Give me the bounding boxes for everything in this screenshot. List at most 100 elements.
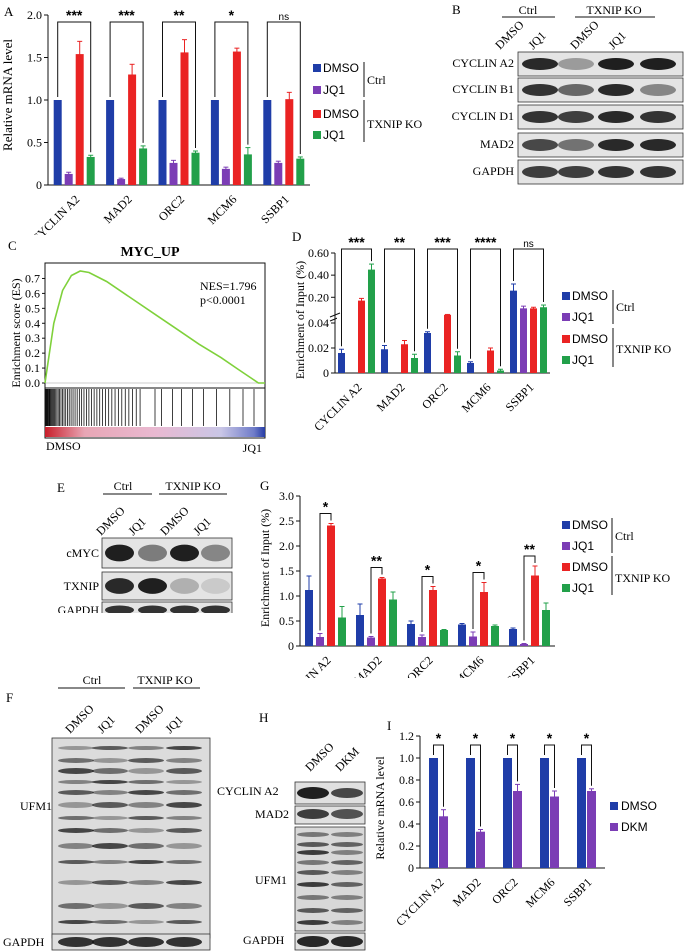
significance-label: *: [547, 730, 553, 746]
legend-dmso-ctrl: DMSO: [572, 289, 608, 303]
blot-band: [128, 860, 164, 864]
bar: [540, 307, 547, 373]
blot-band: [58, 920, 94, 924]
blot-band: [128, 920, 164, 924]
blot-b-ko: TXNIP KO: [586, 3, 642, 17]
lane-label: DMSO: [132, 701, 167, 736]
blot-band: [166, 920, 202, 924]
bar: [440, 630, 448, 646]
bar: [378, 578, 386, 646]
blot-band: [128, 843, 164, 849]
panel-a: A Relative mRNA level 0 0.5 1.0 1.5 2.0 CYCLI…: [0, 4, 423, 235]
significance-label: *: [425, 562, 431, 578]
bar: [106, 100, 115, 185]
y-tick-label: 2.0: [27, 8, 42, 22]
blot-band: [297, 908, 329, 913]
blot-band: [58, 843, 94, 849]
y-tick-label: 0.2: [399, 839, 414, 853]
gsea-right-label: JQ1: [243, 441, 262, 455]
x-tick-label: MCM6: [523, 875, 558, 910]
bar: [550, 796, 559, 868]
blot-f-ufm1-label: UFM1: [20, 799, 52, 813]
lane-label: JQ1: [94, 713, 118, 737]
bar: [444, 314, 451, 373]
x-tick-label: MAD2: [351, 653, 385, 678]
legend-swatch-dmso-ctrl: [313, 64, 321, 72]
bar: [418, 637, 426, 646]
bar: [368, 269, 375, 373]
y-tick-label: 0.5: [25, 301, 40, 315]
bar: [128, 74, 137, 185]
bar: [210, 100, 219, 185]
bar: [53, 100, 62, 185]
significance-bracket: [470, 744, 481, 827]
bar: [296, 158, 305, 185]
y-tick-label: 0.6: [25, 286, 40, 300]
blot-band: [522, 111, 558, 123]
panel-letter-f: F: [6, 690, 13, 705]
significance-bracket: [162, 21, 196, 148]
lane-label: DMSO: [93, 503, 128, 538]
blot-band: [331, 870, 363, 875]
significance-label: ****: [475, 234, 497, 250]
panel-i-ylabel: Relative mRNA level: [375, 756, 387, 860]
blot-band: [297, 870, 329, 875]
gsea-rank-bar: [45, 427, 265, 437]
blot-band: [92, 790, 128, 795]
significance-label: *: [436, 730, 442, 746]
blot-row-label: TXNIP: [64, 579, 100, 593]
blot-band: [331, 809, 363, 819]
gsea-title: MYC_UP: [120, 245, 180, 260]
panel-letter-e: E: [57, 480, 65, 495]
lane-label: DMSO: [302, 739, 337, 774]
y-tick-label: 1.5: [279, 564, 294, 578]
legend-swatch-jq1-ko: [562, 356, 570, 364]
blot-band: [92, 768, 128, 774]
y-tick-label: 1.0: [399, 751, 414, 765]
y-tick-label: 0.5: [27, 136, 42, 150]
blot-band: [522, 166, 558, 178]
legend-jq1-ctrl: JQ1: [323, 83, 345, 97]
significance-bracket: [513, 248, 544, 303]
y-tick-label: 0.4: [25, 316, 40, 330]
bar: [356, 615, 364, 646]
panel-a-legend: DMSO JQ1 Ctrl DMSO JQ1 TXNIP KO: [313, 61, 423, 142]
blot-band: [166, 802, 202, 808]
blot-band: [92, 758, 128, 763]
bar: [424, 333, 431, 373]
blot-band: [558, 58, 594, 70]
blot-band: [297, 860, 329, 865]
significance-label: ***: [66, 7, 83, 23]
bar: [466, 758, 475, 868]
significance-label: **: [394, 234, 405, 250]
blot-band: [58, 937, 94, 947]
blot-band: [558, 111, 594, 123]
significance-bracket: [57, 21, 92, 153]
blot-band: [128, 780, 164, 784]
blot-band: [92, 903, 128, 909]
x-tick-label: ORC2: [156, 192, 188, 224]
blot-h-label-gapdh: GAPDH: [243, 933, 285, 947]
blot-band: [166, 937, 202, 947]
significance-label: **: [524, 541, 535, 557]
lane-label: JQ1: [525, 29, 549, 53]
panel-letter-c: C: [8, 238, 17, 253]
blot-band: [58, 860, 94, 864]
gsea-ylabel: Enrichment score (ES): [9, 278, 23, 387]
y-tick-label: 0.04: [308, 316, 329, 330]
blot-band: [640, 139, 676, 151]
significance-label: *: [473, 730, 479, 746]
bar: [367, 637, 375, 646]
bar: [577, 758, 586, 868]
blot-band: [92, 746, 128, 750]
blot-band: [558, 166, 594, 178]
bar: [469, 636, 477, 646]
significance-bracket: [319, 513, 332, 631]
panel-i-chart: 0 0.2 0.4 0.6 0.8 1.0 1.2 CYCLIN A2 * MAD2 * ORC2 * M…: [393, 729, 605, 929]
blot-band: [598, 58, 634, 70]
blot-band: [92, 937, 128, 947]
blot-band: [331, 920, 363, 925]
blot-row-label: GAPDH: [473, 164, 515, 178]
